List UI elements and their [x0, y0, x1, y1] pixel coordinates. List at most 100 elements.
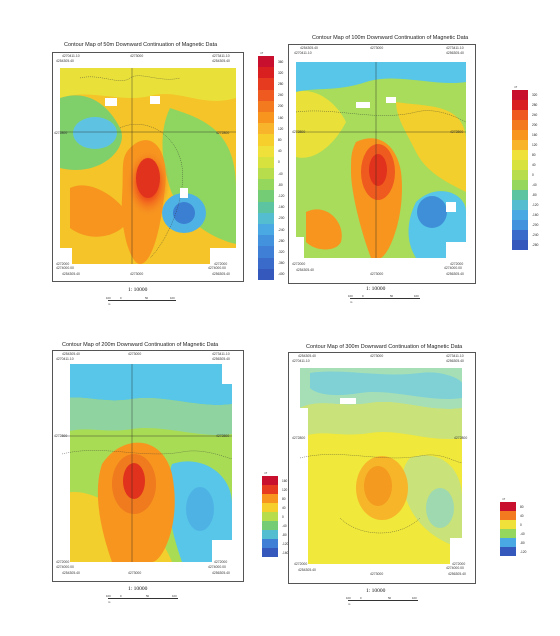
- legend-swatch: [262, 503, 278, 512]
- legend-swatch: [258, 123, 274, 135]
- legend-label: -280: [532, 243, 539, 247]
- scale-label: 1: 10000: [366, 588, 386, 594]
- legend-swatch: [262, 494, 278, 503]
- legend-swatch: [258, 134, 274, 146]
- legend-label: 80: [278, 138, 282, 142]
- legend-swatch: [512, 160, 528, 170]
- panel-title: Contour Map of 200m Downward Continuatio…: [62, 342, 219, 348]
- coord-bc: 4273000: [128, 571, 142, 575]
- legend-label: -240: [532, 233, 539, 237]
- legend-label: -200: [278, 216, 285, 221]
- coord-br3: 4256305.40: [212, 272, 230, 276]
- coord-br: 4272000: [214, 262, 228, 266]
- legend-swatch: [512, 220, 528, 230]
- coord-tr2: 4254305.40: [212, 59, 230, 63]
- legend-label: 200: [278, 104, 284, 109]
- legend-swatch: [512, 150, 528, 160]
- legend-swatch: [262, 521, 278, 530]
- legend-swatch: [512, 200, 528, 210]
- coord-tr2: 4256305.40: [446, 51, 464, 55]
- legend-label: -360: [278, 261, 285, 266]
- contour-map: [60, 68, 236, 264]
- coord-br: 4272000: [214, 560, 228, 564]
- scale-unit: m: [108, 600, 111, 604]
- coord-bc: 4273000: [370, 572, 384, 576]
- coord-bl2: 4254305.40: [298, 568, 316, 572]
- legend-label: 160: [282, 478, 288, 483]
- coord-bl: 4272000: [56, 262, 70, 266]
- coord-tr: 4273411.10: [446, 354, 464, 358]
- scale-bar: [350, 298, 420, 299]
- legend-label: 320: [532, 93, 538, 97]
- scale-label: 1: 10000: [366, 286, 386, 292]
- legend-swatch: [500, 511, 516, 520]
- scale-tick: 100: [106, 594, 111, 598]
- legend-swatch: [512, 130, 528, 140]
- legend-swatch: [258, 67, 274, 79]
- coord-bl: 4272000: [56, 560, 70, 564]
- legend-label: -240: [278, 227, 285, 232]
- coord-tr: 4273411.10: [212, 352, 230, 356]
- coord-tl2: 4254305.40: [56, 59, 74, 63]
- legend-swatch: [262, 530, 278, 539]
- legend-label: -40: [532, 183, 537, 187]
- legend-swatch: [512, 110, 528, 120]
- coord-bl2: 4274000.00: [56, 565, 74, 569]
- coord-tl2: 4270411.10: [292, 359, 310, 363]
- coord-bl: 4272000: [292, 262, 306, 266]
- legend-label: 360: [278, 59, 284, 64]
- coord-tl: 4270411.10: [62, 54, 80, 58]
- legend-label: -280: [278, 238, 285, 243]
- coord-bl: 4272000: [294, 562, 308, 566]
- legend-label: 240: [532, 113, 538, 117]
- legend-label: -160: [282, 550, 289, 555]
- scale-tick: 50: [390, 294, 394, 298]
- coord-tl: 4254305.40: [300, 46, 318, 50]
- legend-label: -160: [278, 205, 285, 210]
- legend-swatch: [258, 212, 274, 224]
- coord-tl: 4254305.40: [62, 352, 80, 356]
- coord-bl2: 4254305.40: [296, 268, 314, 272]
- coord-tr: 4273411.10: [212, 54, 230, 58]
- legend-swatch: [258, 56, 274, 68]
- panel-title: Contour Map of 50m Downward Continuation…: [64, 42, 218, 48]
- legend-label: 160: [532, 133, 538, 137]
- coord-bl3: 4254305.40: [62, 272, 80, 276]
- legend-label: -40: [282, 523, 287, 528]
- coord-tc: 4273000: [130, 54, 144, 58]
- coord-bl2: 4274000.00: [56, 266, 74, 270]
- coord-br: 4272000: [450, 262, 464, 266]
- legend-label: 80: [282, 496, 286, 501]
- coord-mr: 4272800: [216, 131, 230, 135]
- coord-mr: 4272800: [454, 436, 468, 440]
- coord-tr: 4273411.10: [446, 46, 464, 50]
- legend-swatch: [258, 268, 274, 280]
- coord-tr2: 4256305.40: [212, 357, 230, 361]
- legend-swatch: [512, 190, 528, 200]
- legend-label: -80: [282, 532, 287, 537]
- scale-tick: 100: [106, 296, 111, 300]
- legend-swatch: [500, 547, 516, 556]
- legend-label: 120: [278, 126, 284, 131]
- scale-tick: 0: [120, 594, 122, 598]
- legend-swatch: [258, 100, 274, 112]
- scale-tick: 0: [360, 596, 362, 600]
- coord-mr: 4272800: [450, 130, 464, 134]
- scale-tick: 100: [348, 294, 353, 298]
- legend-swatch: [258, 112, 274, 124]
- coord-bc: 4273000: [370, 272, 384, 276]
- scale-tick: 50: [145, 296, 149, 300]
- contour-map: [300, 368, 462, 564]
- scale-tick: 0: [120, 296, 122, 300]
- legend-label: -400: [278, 272, 285, 277]
- legend-unit: nT: [514, 85, 518, 89]
- legend-label: 280: [532, 103, 538, 107]
- legend-swatch: [512, 210, 528, 220]
- legend-label: 40: [520, 513, 524, 518]
- legend-label: -200: [532, 223, 539, 227]
- coord-br2: 4274000.00: [208, 565, 226, 569]
- legend-swatch: [258, 235, 274, 247]
- legend-swatch: [258, 89, 274, 101]
- legend-label: 80: [532, 153, 536, 157]
- coord-bl3: 4254305.40: [62, 571, 80, 575]
